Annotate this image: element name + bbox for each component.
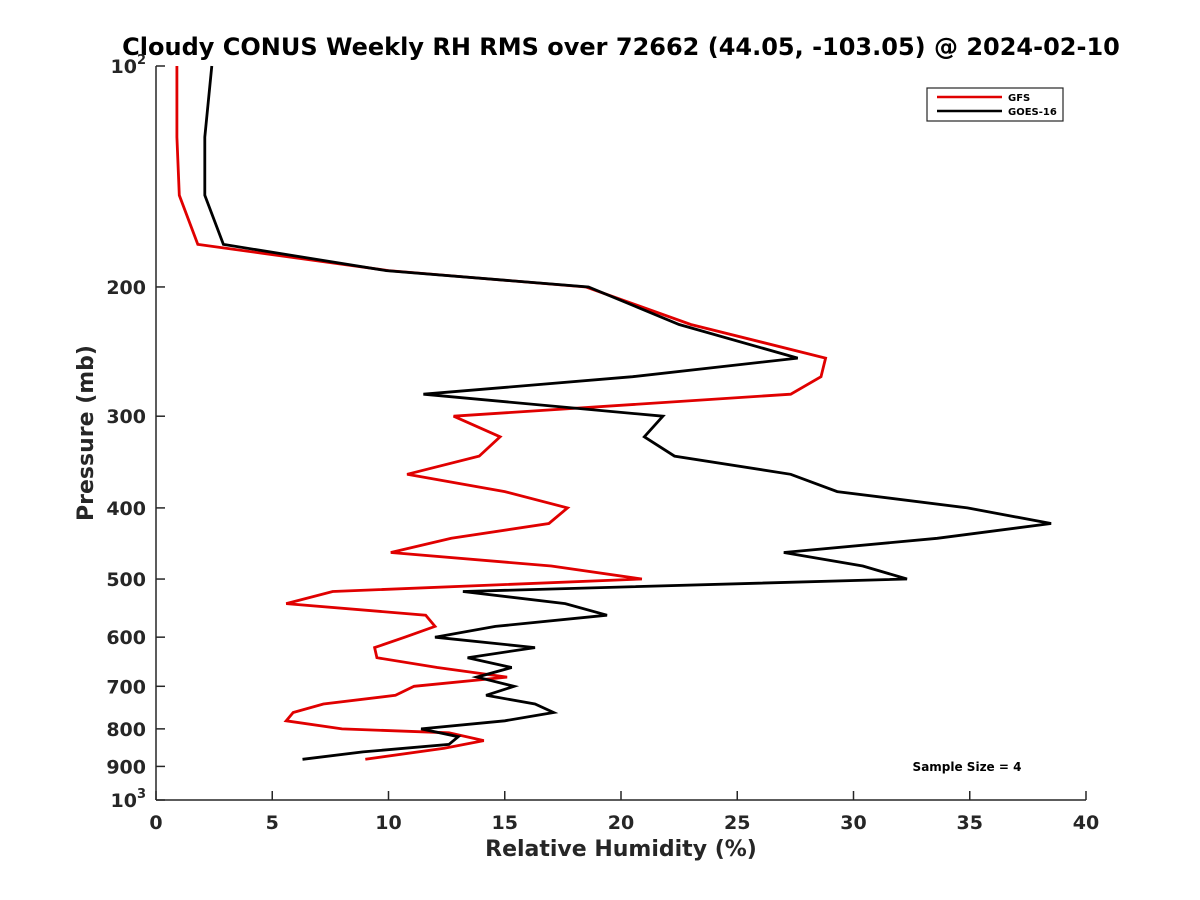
x-tick-label: 20 — [608, 812, 634, 834]
y-tick-label: 200 — [106, 277, 146, 299]
x-tick-label: 10 — [375, 812, 401, 834]
series-line-goes-16 — [203, 65, 1052, 761]
y-tick-label: 400 — [106, 498, 146, 520]
y-tick-label: 700 — [106, 676, 146, 698]
legend-label-goes-16: GOES-16 — [1008, 107, 1057, 118]
x-tick-label: 30 — [840, 812, 866, 834]
x-axis-ticks: 0 5 10 15 20 25 30 35 40 — [149, 791, 1099, 834]
sample-size-annotation: Sample Size = 4 — [913, 760, 1022, 774]
chart-title: Cloudy CONUS Weekly RH RMS over 72662 (4… — [122, 33, 1120, 61]
x-tick-label: 35 — [957, 812, 983, 834]
y-tick-label: 900 — [106, 756, 146, 778]
legend-label-gfs: GFS — [1008, 93, 1030, 104]
y-tick-label: 600 — [106, 627, 146, 649]
x-tick-label: 40 — [1073, 812, 1099, 834]
x-tick-label: 5 — [266, 812, 279, 834]
series-lines — [175, 65, 1052, 761]
y-tick-label: 800 — [106, 719, 146, 741]
x-tick-label: 0 — [149, 812, 162, 834]
x-tick-label: 15 — [492, 812, 518, 834]
y-tick-label: 102 — [111, 53, 147, 78]
series-line-gfs — [175, 66, 828, 761]
y-tick-label: 103 — [111, 787, 147, 812]
y-axis-label: Pressure (mb) — [74, 345, 99, 521]
y-tick-label: 500 — [106, 569, 146, 591]
legend: GFS GOES-16 — [926, 87, 1064, 122]
y-axis-ticks: 102 200 300 400 500 600 700 800 900 103 — [106, 53, 165, 812]
x-tick-label: 25 — [724, 812, 750, 834]
legend-box — [926, 87, 1064, 122]
y-tick-label: 300 — [106, 406, 146, 428]
x-axis-label: Relative Humidity (%) — [485, 837, 757, 862]
